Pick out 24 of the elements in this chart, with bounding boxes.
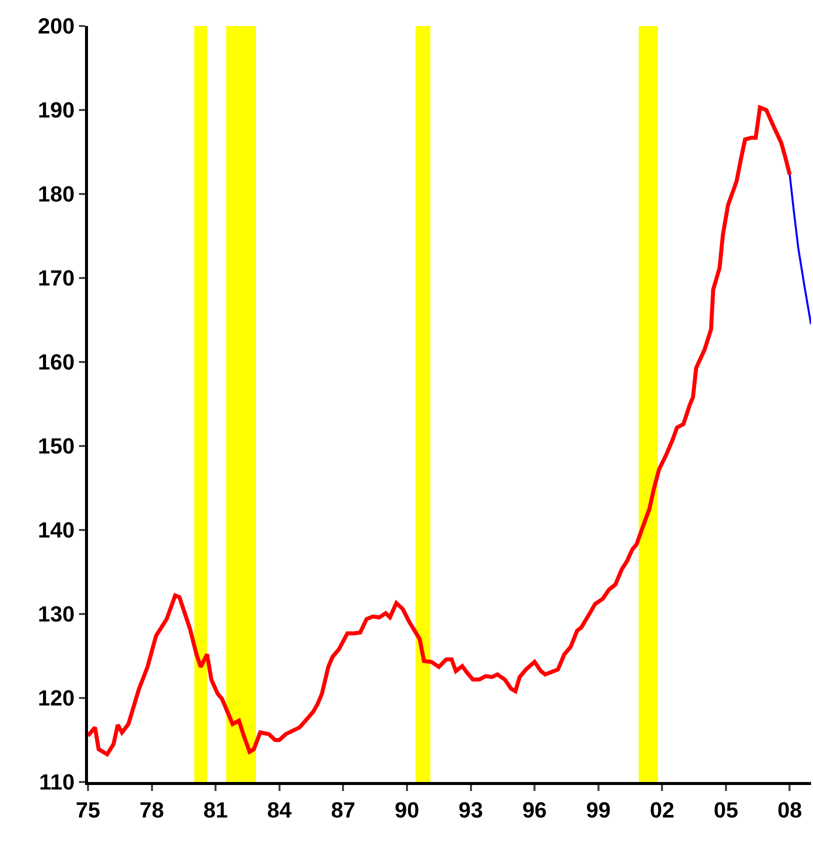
- x-tick-label: 84: [267, 797, 292, 822]
- x-tick-label: 05: [714, 797, 738, 822]
- y-tick-label: 190: [38, 98, 75, 123]
- y-tick-label: 140: [38, 518, 75, 543]
- x-tick-label: 93: [458, 797, 483, 822]
- y-tick-label: 170: [38, 266, 75, 291]
- y-tick-label: 160: [38, 350, 75, 375]
- x-tick-label: 08: [778, 797, 802, 822]
- y-tick-label: 180: [38, 182, 75, 207]
- line-series: [88, 105, 792, 756]
- y-tick-label: 110: [39, 770, 75, 795]
- x-tick-label: 81: [203, 797, 228, 822]
- y-tick-label: 130: [38, 602, 75, 627]
- line-series: [788, 174, 811, 326]
- x-tick-label: 87: [330, 797, 356, 822]
- y-tick-label: 200: [38, 14, 75, 39]
- y-tick-label: 120: [38, 686, 75, 711]
- x-tick-label: 90: [394, 797, 420, 822]
- x-tick-label: 99: [586, 797, 611, 822]
- y-tick-label: 150: [38, 434, 75, 459]
- x-tick-label: 96: [522, 797, 547, 822]
- x-tick-label: 78: [140, 797, 164, 822]
- x-tick-label: 02: [650, 797, 674, 822]
- x-tick-label: 75: [76, 797, 100, 822]
